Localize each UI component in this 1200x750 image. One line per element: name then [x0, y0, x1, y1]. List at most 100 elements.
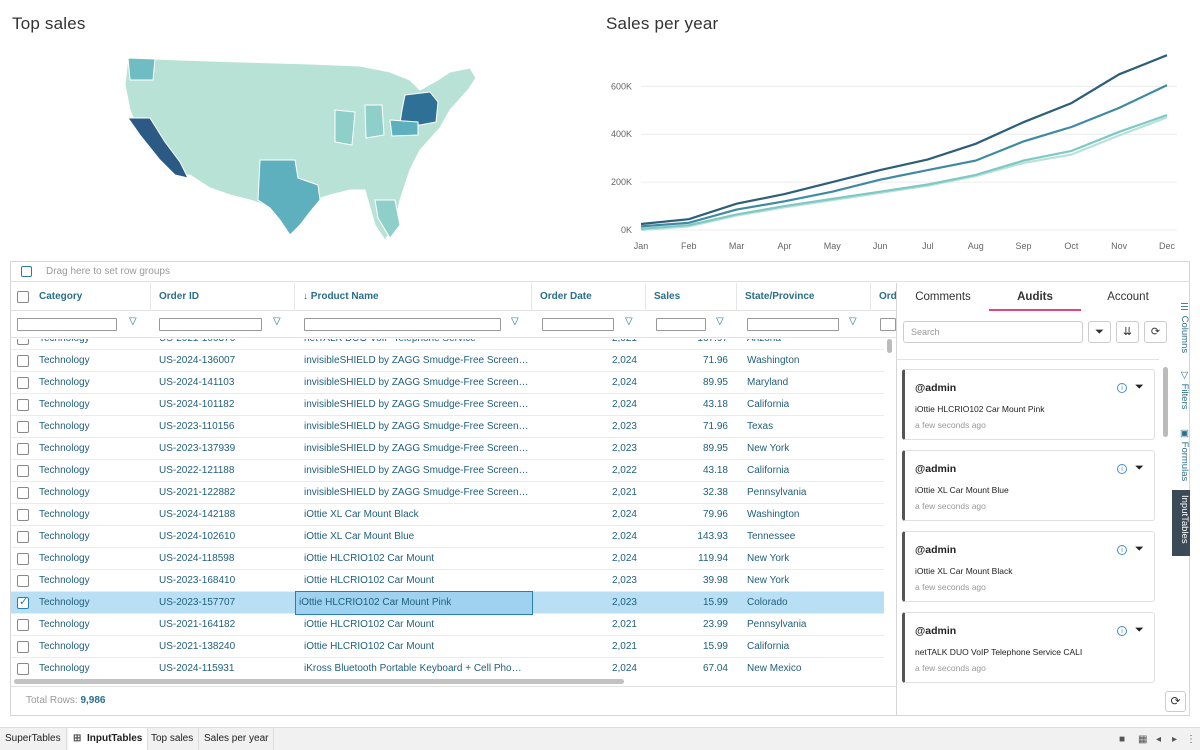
- cell-category[interactable]: Technology: [39, 487, 90, 498]
- row-checkbox[interactable]: [17, 399, 29, 411]
- table-row[interactable]: Technology US-2022-121188 invisibleSHIELD …: [11, 460, 884, 482]
- filter-input-order-date[interactable]: [542, 318, 614, 331]
- table-horizontal-scrollbar[interactable]: [11, 679, 884, 685]
- table-row[interactable]: Technology US-2021-164182 iOttie HLCRIO102…: [11, 614, 884, 636]
- table-row[interactable]: Technology US-2024-102610 iOttie XL Car Mo…: [11, 526, 884, 548]
- filter-funnel-icon[interactable]: ▽: [129, 316, 137, 327]
- row-checkbox[interactable]: [17, 443, 29, 455]
- cell-category[interactable]: Technology: [39, 575, 90, 586]
- filter-input-state[interactable]: [747, 318, 839, 331]
- cell-state[interactable]: Pennsylvania: [747, 619, 807, 630]
- table-row[interactable]: Technology US-2024-118598 iOttie HLCRIO102…: [11, 548, 884, 570]
- cell-sales[interactable]: 15.99: [702, 641, 728, 652]
- cell-order-date[interactable]: 2,023: [611, 443, 637, 454]
- table-row[interactable]: Technology US-2021-122882 invisibleSHIELD …: [11, 482, 884, 504]
- table-row[interactable]: Technology US-2023-157707 iOttie HLCRIO102…: [11, 591, 884, 615]
- table-row[interactable]: Technology US-2023-137939 invisibleSHIELD …: [11, 438, 884, 460]
- state-california[interactable]: [127, 117, 189, 179]
- cell-category[interactable]: Technology: [39, 619, 90, 630]
- cell-product-name[interactable]: iOttie HLCRIO102 Car Mount Pink: [295, 591, 533, 615]
- sheet-tab-sales-per-year[interactable]: Sales per year: [199, 728, 275, 750]
- cell-order-id[interactable]: US-2021-138240: [159, 641, 236, 652]
- filter-icon[interactable]: ⏷: [1135, 381, 1144, 393]
- panel-refresh-button[interactable]: ⟳: [1165, 691, 1186, 712]
- row-checkbox[interactable]: [17, 355, 29, 367]
- cell-order-id[interactable]: US-2023-157707: [159, 597, 236, 608]
- row-checkbox[interactable]: [17, 595, 29, 609]
- cell-sales[interactable]: 79.96: [702, 509, 728, 520]
- filter-funnel-icon[interactable]: ▽: [849, 316, 857, 327]
- cell-state[interactable]: California: [747, 465, 790, 476]
- state-new-york[interactable]: [399, 91, 439, 126]
- toolbar-inputtables[interactable]: InputTables: [1172, 490, 1190, 556]
- row-checkbox[interactable]: [17, 377, 29, 389]
- cell-state[interactable]: California: [747, 641, 790, 652]
- filter-icon[interactable]: ⏷: [1135, 624, 1144, 636]
- state-pennsylvania[interactable]: [389, 119, 419, 137]
- cell-order-id[interactable]: US-2024-141103: [159, 377, 235, 388]
- cell-category[interactable]: Technology: [39, 339, 149, 350]
- select-all-checkbox[interactable]: [17, 291, 29, 303]
- cell-category[interactable]: Technology: [39, 355, 90, 366]
- table-row[interactable]: Technology US-2024-101182 invisibleSHIELD …: [11, 394, 884, 416]
- cell-state[interactable]: California: [747, 399, 790, 410]
- cell-category[interactable]: Technology: [39, 443, 90, 454]
- info-icon[interactable]: i: [1117, 383, 1127, 393]
- cell-order-id[interactable]: US-2024-102610: [159, 531, 236, 542]
- row-checkbox[interactable]: [17, 663, 29, 675]
- cell-product-name[interactable]: invisibleSHIELD by ZAGG Smudge-Free Scre…: [304, 443, 529, 454]
- row-checkbox[interactable]: [17, 641, 29, 653]
- cell-state[interactable]: Washington: [747, 509, 800, 520]
- cell-order-id[interactable]: US-2021-122882: [159, 487, 236, 498]
- cell-sales[interactable]: 167.97: [651, 339, 728, 350]
- cell-category[interactable]: Technology: [39, 399, 90, 410]
- series-line[interactable]: [640, 84, 1168, 228]
- column-header-order-date[interactable]: Order Date: [533, 283, 646, 311]
- audit-filter-button[interactable]: ⏷: [1088, 321, 1111, 343]
- sheet-tab-supertables[interactable]: SuperTables: [0, 728, 67, 750]
- filter-funnel-icon[interactable]: ▽: [716, 316, 724, 327]
- row-checkbox[interactable]: [17, 509, 29, 521]
- column-header-order-more[interactable]: Ord: [879, 291, 896, 302]
- row-checkbox[interactable]: [17, 487, 29, 499]
- cell-state[interactable]: New York: [747, 443, 790, 454]
- cell-order-date[interactable]: 2,021: [611, 641, 637, 652]
- cell-sales[interactable]: 119.94: [698, 553, 728, 564]
- cell-category[interactable]: Technology: [39, 377, 90, 388]
- filter-input-product[interactable]: [304, 318, 501, 331]
- cell-product-name[interactable]: iKross Bluetooth Portable Keyboard + Cel…: [304, 663, 522, 674]
- series-line[interactable]: [640, 54, 1168, 226]
- cell-sales[interactable]: 15.99: [702, 597, 728, 608]
- cell-sales[interactable]: 43.18: [702, 399, 728, 410]
- row-checkbox[interactable]: [17, 421, 29, 433]
- cell-sales[interactable]: 71.96: [702, 355, 728, 366]
- cell-product-name[interactable]: iOttie HLCRIO102 Car Mount: [304, 575, 435, 586]
- cell-order-id[interactable]: US-2024-136007: [159, 355, 236, 366]
- state-ohio[interactable]: [364, 104, 385, 139]
- row-checkbox[interactable]: [17, 553, 29, 565]
- row-checkbox[interactable]: [17, 465, 29, 477]
- row-checkbox[interactable]: [17, 619, 29, 631]
- cell-state[interactable]: Arizona: [747, 339, 867, 350]
- cell-state[interactable]: Maryland: [747, 377, 789, 388]
- cell-category[interactable]: Technology: [39, 553, 90, 564]
- cell-order-date[interactable]: 2,023: [611, 421, 637, 432]
- cell-category[interactable]: Technology: [39, 465, 90, 476]
- audit-card[interactable]: @admin i ⏷ netTALK DUO VoIP Telephone Servi…: [902, 612, 1155, 683]
- filter-input-order-id[interactable]: [159, 318, 262, 331]
- prev-sheet-icon[interactable]: ◂: [1156, 734, 1162, 745]
- audit-list-scrollbar[interactable]: [1163, 363, 1169, 683]
- audit-sort-button[interactable]: ⇊: [1116, 321, 1139, 343]
- cell-sales[interactable]: 39.98: [702, 575, 728, 586]
- table-row[interactable]: Technology US-2023-168410 iOttie HLCRIO102…: [11, 570, 884, 592]
- cell-order-date[interactable]: 2,024: [611, 377, 637, 388]
- cell-sales[interactable]: 71.96: [702, 421, 728, 432]
- cell-order-date[interactable]: 2,024: [611, 509, 637, 520]
- row-group-dropzone[interactable]: Drag here to set row groups: [11, 262, 1189, 282]
- audit-search-input[interactable]: Search: [903, 321, 1083, 343]
- column-header-order-id[interactable]: Order ID: [152, 283, 295, 311]
- info-icon[interactable]: i: [1117, 626, 1127, 636]
- toolbar-columns[interactable]: ☰ Columns: [1179, 302, 1190, 354]
- cell-category[interactable]: Technology: [39, 531, 90, 542]
- next-sheet-icon[interactable]: ▸: [1172, 734, 1178, 745]
